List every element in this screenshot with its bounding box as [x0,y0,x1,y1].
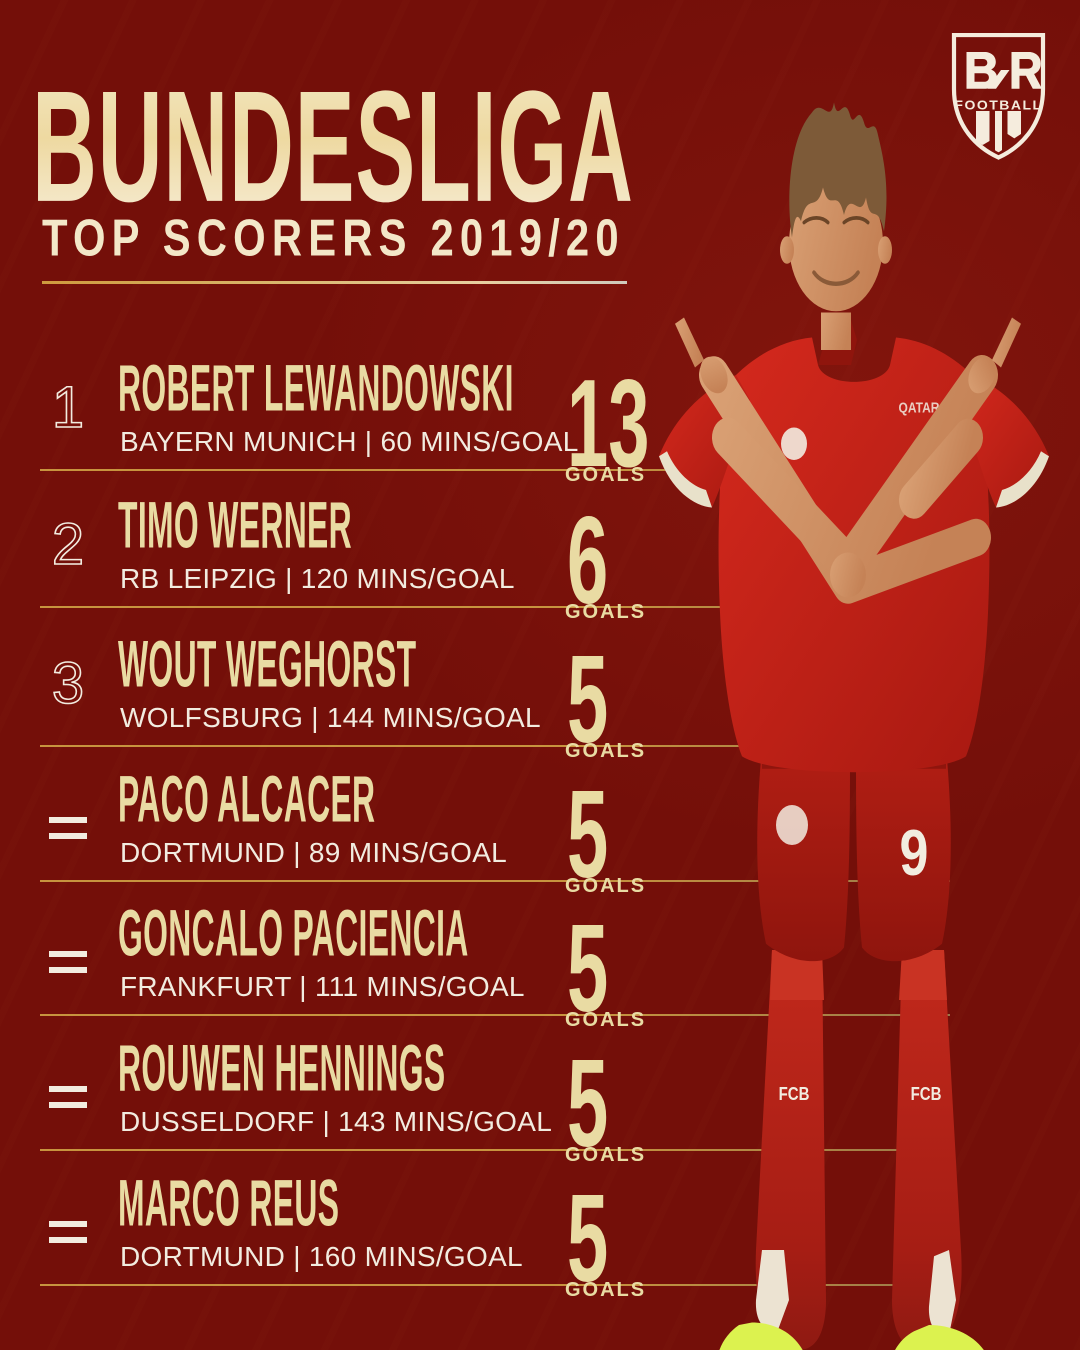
svg-text:QATAR: QATAR [899,399,940,416]
svg-text:FCB: FCB [911,1083,942,1104]
svg-text:FCB: FCB [779,1083,810,1104]
svg-text:9: 9 [900,818,929,890]
